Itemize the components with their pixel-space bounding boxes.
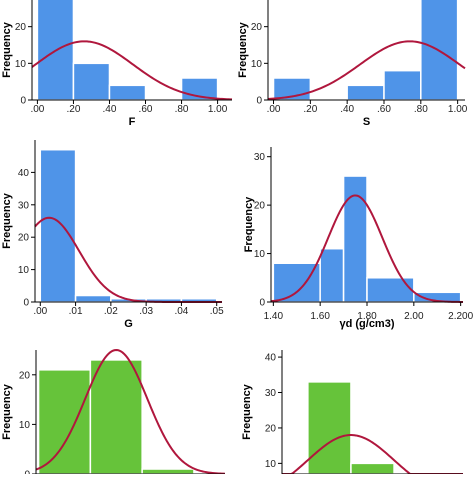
x-tick-label: 1.60: [310, 311, 330, 322]
y-tick-label: 0: [256, 96, 262, 107]
x-tick-label: .00: [33, 306, 47, 317]
x-tick-label: .01: [69, 306, 83, 317]
histogram-bar: [319, 247, 345, 303]
histogram-bar: [350, 462, 395, 475]
y-axis-label: Frequency: [241, 383, 253, 440]
x-axis-label: γd (g/cm3): [339, 318, 394, 330]
histogram-bar: [346, 84, 385, 101]
y-tick-label: 0: [23, 298, 29, 309]
y-axis-label: Frequency: [1, 21, 13, 78]
histogram-panel-3: 0 10 20 30 40 .00 .01 .02 .03 .04 .05 G Frequency: [1, 140, 224, 330]
histogram-bar: [37, 369, 92, 475]
x-tick-label: .03: [139, 306, 153, 317]
x-tick-label: .40: [340, 104, 354, 115]
y-tick-label: 30: [18, 200, 30, 211]
y-axis-label: Frequency: [1, 383, 13, 440]
histogram-bar: [141, 468, 195, 475]
x-tick-label: 1.00: [448, 104, 468, 115]
histogram-bar: [89, 359, 143, 475]
y-tick-label: 10: [19, 420, 31, 431]
y-tick-label: 10: [265, 459, 277, 470]
y-tick-label: 30: [254, 152, 266, 163]
y-tick-label: 10: [15, 59, 27, 70]
y-axis-label: Frequency: [1, 192, 13, 249]
x-tick-label: 1.80: [357, 311, 377, 322]
histogram-panel-1: 0 10 20 .00 .20 .40 .60 .80 1.00 F Frequency: [1, 0, 233, 128]
histogram-panel-2: 0 10 20 .00 .20 .40 .60 .80 1.00 S Frequency: [237, 0, 468, 128]
x-tick-label: .60: [139, 104, 153, 115]
y-tick-label: 30: [265, 388, 277, 399]
x-axis-label: F: [129, 116, 136, 128]
x-tick-label: .80: [175, 104, 189, 115]
x-tick-label: .60: [377, 104, 391, 115]
normal-curve: [35, 348, 226, 475]
normal-curve: [31, 40, 233, 101]
histogram-bar: [108, 84, 147, 101]
histogram-bar: [39, 148, 77, 303]
y-tick-label: 10: [18, 265, 30, 276]
y-axis-label: Frequency: [243, 196, 255, 253]
y-axis-label: Frequency: [237, 21, 249, 78]
x-tick-label: 2.200: [448, 311, 473, 322]
x-tick-label: .02: [104, 306, 118, 317]
histogram-bar: [383, 69, 422, 101]
histogram-bar: [366, 277, 415, 303]
x-axis-label: G: [124, 318, 133, 330]
y-tick-label: 20: [15, 22, 27, 33]
y-tick-label: 20: [251, 22, 263, 33]
x-tick-label: .20: [303, 104, 317, 115]
histogram-bar: [72, 62, 111, 101]
histogram-panel-6: 10 20 30 40 Frequency: [241, 350, 463, 475]
histogram-bar: [74, 294, 112, 303]
y-tick-label: 0: [24, 470, 30, 475]
y-tick-label: 40: [265, 353, 277, 364]
normal-curve: [270, 194, 464, 303]
y-tick-label: 0: [20, 96, 26, 107]
histogram-bar: [307, 381, 352, 475]
x-tick-label: .80: [414, 104, 428, 115]
normal-curve: [267, 40, 466, 100]
y-tick-label: 20: [265, 423, 277, 434]
x-tick-label: 2.00: [404, 311, 424, 322]
x-tick-label: .40: [103, 104, 117, 115]
y-tick-label: 0: [259, 298, 265, 309]
x-tick-label: .00: [267, 104, 281, 115]
y-tick-label: 40: [18, 168, 30, 179]
x-tick-label: .05: [210, 306, 224, 317]
y-tick-label: 10: [254, 249, 266, 260]
y-tick-label: 10: [251, 59, 263, 70]
y-tick-label: 20: [19, 370, 31, 381]
x-tick-label: 1.40: [264, 311, 284, 322]
x-tick-label: 1.00: [208, 104, 228, 115]
x-tick-label: .04: [174, 306, 188, 317]
y-tick-label: 20: [254, 201, 266, 212]
histogram-panel-4: 0 10 20 30 1.40 1.60 1.80 2.00 2.200 γd (g/cm3) Fr…: [243, 147, 474, 330]
x-tick-label: .00: [30, 104, 44, 115]
x-axis-label: S: [363, 116, 370, 128]
x-tick-label: .20: [66, 104, 80, 115]
y-tick-label: 20: [18, 233, 30, 244]
